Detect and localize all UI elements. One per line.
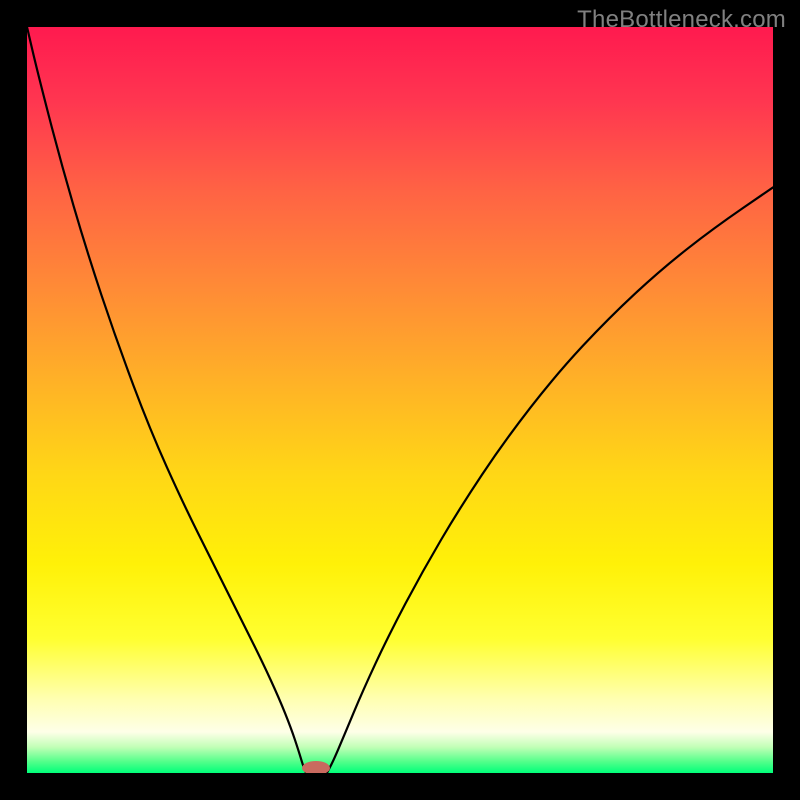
plot-area — [27, 27, 773, 773]
watermark-text: TheBottleneck.com — [577, 6, 786, 34]
optimum-marker — [302, 761, 330, 773]
bottleneck-curve — [27, 27, 773, 773]
